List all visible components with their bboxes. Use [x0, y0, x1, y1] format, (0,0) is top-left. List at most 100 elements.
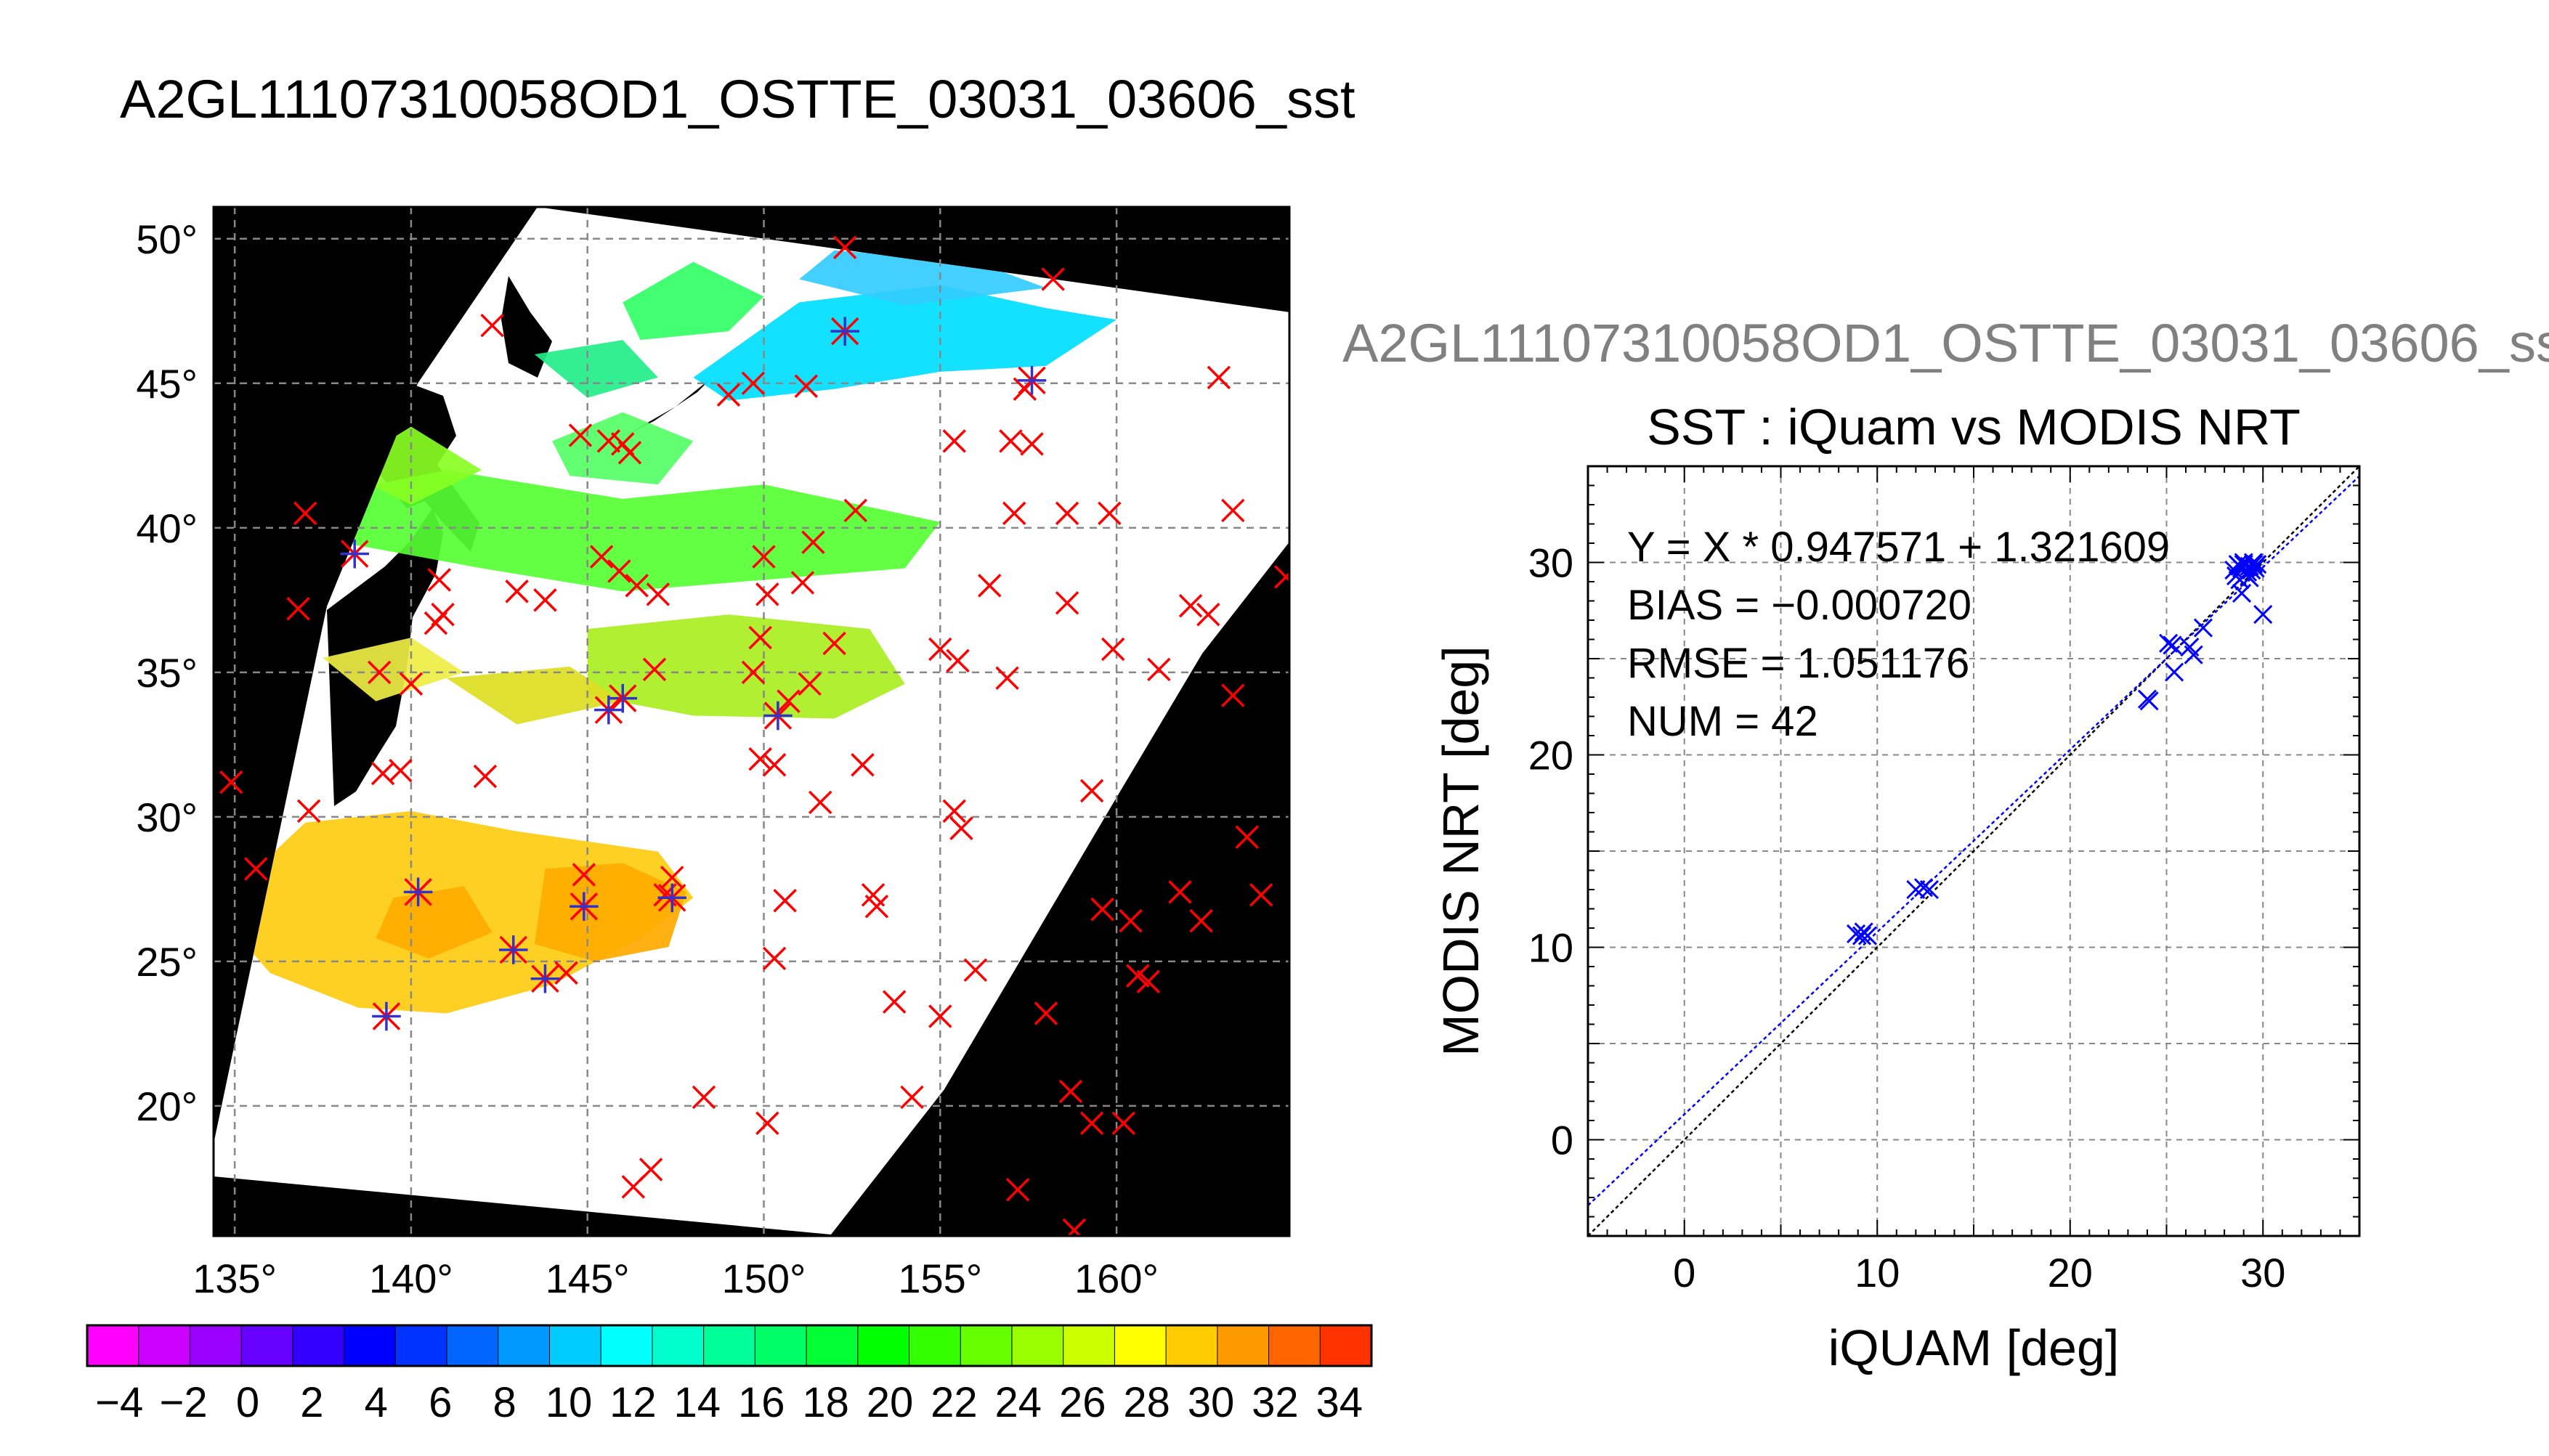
colorbar-cell-16 [909, 1325, 961, 1366]
map-lat-label-35: 35° [136, 650, 198, 696]
scatter-ticks: 0 10 20 30 0 10 20 30 [1528, 465, 2360, 1296]
map-marker-x-22 [589, 545, 614, 569]
colorbar-cell-2 [190, 1325, 242, 1366]
scatter-point-6 [1919, 879, 1940, 900]
scatter-y-axis-label: MODIS NRT [deg] [1432, 646, 1489, 1056]
map-marker-x-50 [843, 498, 867, 523]
colorbar-label-17: 30 [1188, 1379, 1235, 1426]
sst-region-hokkaido-east [534, 340, 658, 398]
map-marker-x-17 [572, 863, 596, 887]
scatter-stat-3: NUM = 42 [1627, 698, 1818, 745]
map-marker-x-37 [741, 660, 766, 685]
scatter-point-22 [2243, 553, 2264, 572]
map-marker-x-25 [646, 582, 670, 606]
scatter-stat-2: RMSE = 1.051176 [1627, 640, 1969, 687]
colorbar-cell-18 [1011, 1325, 1064, 1366]
map-marker-x-81 [1119, 908, 1143, 933]
map-marker-x-71 [1055, 501, 1079, 526]
map-lon-label-145: 145° [546, 1256, 630, 1301]
map-marker-x-40 [777, 689, 801, 713]
scatter-point-11 [2165, 662, 2184, 682]
map-marker-x-56 [928, 637, 952, 662]
colorbar-cell-13 [755, 1325, 807, 1366]
colorbar-label-10: 16 [738, 1379, 785, 1426]
scatter-point-32 [2240, 568, 2259, 587]
scatter-plot: SST : iQuam vs MODIS NRT 0 10 20 300102030 … [1432, 399, 2361, 1376]
map-marker-x-70 [1041, 267, 1065, 291]
scatter-xtick-label-0: 0 [1673, 1250, 1695, 1296]
scatter-points [1846, 553, 2273, 945]
map-marker-x-41 [798, 672, 822, 696]
colorbar-cell-9 [549, 1325, 601, 1366]
map-marker-x-11 [427, 568, 452, 592]
map-marker-x-89 [1207, 365, 1231, 390]
map-marker-star-blue-11 [1017, 366, 1047, 395]
map-marker-x-68 [1020, 432, 1044, 456]
map-marker-x-30 [639, 1158, 663, 1182]
map-lat-label-20: 20° [136, 1083, 198, 1129]
map-marker-x-82 [1125, 964, 1150, 988]
map-marker-star-blue-4 [530, 964, 560, 993]
colorbar-cell-0 [87, 1325, 139, 1366]
map-marker-x-38 [748, 747, 772, 771]
map-marker-x-67 [1005, 1178, 1030, 1202]
map-marker-x-48 [808, 790, 832, 815]
map-marker-x-63 [978, 574, 1002, 598]
map-marker-x-27 [660, 866, 684, 890]
colorbar-cell-10 [601, 1325, 653, 1366]
map-marker-x-85 [1168, 880, 1192, 904]
map-marker-x-84 [1147, 657, 1171, 682]
scatter-stat-0: Y = X * 0.947571 + 1.321609 [1627, 524, 2170, 571]
map-marker-x-23 [607, 559, 631, 583]
map-marker-x-16 [554, 961, 578, 985]
scatter-point-14 [2193, 618, 2213, 638]
map-marker-x-49 [822, 631, 846, 656]
map-marker-x-75 [1079, 1111, 1104, 1136]
map-marker-x-93 [1249, 883, 1273, 907]
land-sakhalin [501, 276, 552, 378]
map-marker-x-8 [399, 672, 424, 696]
map-marker-x-88 [1189, 908, 1213, 933]
map-marker-x-74 [1062, 1218, 1087, 1236]
scatter-point-9 [2159, 633, 2179, 653]
map-marker-x-21 [617, 441, 642, 465]
map-lon-label-160: 160° [1074, 1256, 1159, 1301]
colorbar-label-7: 10 [546, 1379, 593, 1426]
map-marker-x-76 [1079, 778, 1104, 803]
map-marker-x-32 [716, 383, 741, 407]
map-marker-x-57 [942, 799, 966, 823]
map-lon-label-135: 135° [193, 1256, 277, 1301]
colorbar-cell-20 [1114, 1325, 1167, 1366]
map-marker-x-60 [942, 429, 966, 453]
map-marker-star-blue-2 [372, 1001, 401, 1031]
colorbar-label-1: −2 [160, 1379, 208, 1426]
colorbar-label-12: 20 [867, 1379, 914, 1426]
map-marker-x-90 [1221, 498, 1245, 523]
map-marker-x-55 [900, 1085, 924, 1110]
scatter-xtick-label-20: 20 [2048, 1250, 2093, 1296]
colorbar-label-6: 8 [493, 1379, 516, 1426]
map-lon-label-155: 155° [898, 1256, 982, 1301]
map-marker-x-79 [1101, 637, 1125, 662]
map-marker-x-65 [999, 429, 1023, 453]
sst-region-kuril-cold [693, 285, 1117, 401]
secondary-title: A2GL11107310058OD1_OSTTE_03031_03606_sst [1342, 313, 2549, 373]
map-lon-label-140: 140° [369, 1256, 453, 1301]
map-marker-star-blue-3 [498, 935, 528, 964]
colorbar-cell-17 [960, 1325, 1013, 1366]
map-lat-labels: 20° 25° 30° 35° 40° 45° 50° [136, 216, 198, 1129]
map-lat-label-25: 25° [136, 939, 198, 985]
sst-region-okhotsk [623, 261, 764, 341]
map-marker-x-1 [244, 857, 268, 881]
colorbar-cell-24 [1320, 1325, 1372, 1366]
map-marker-x-12 [473, 764, 498, 789]
map-marker-x-64 [995, 666, 1019, 691]
colorbar-cell-4 [292, 1325, 345, 1366]
colorbar: −4 −2 0 2 4 6 8 10 12 14 16 18 20 22 24 26 28 30 32 34 [86, 1324, 1373, 1426]
map-markers-star [340, 317, 1047, 1031]
map-marker-x-54 [882, 990, 907, 1014]
fit-line [1588, 475, 2359, 1206]
map-marker-x-5 [367, 660, 392, 685]
map-marker-x-36 [748, 625, 772, 650]
